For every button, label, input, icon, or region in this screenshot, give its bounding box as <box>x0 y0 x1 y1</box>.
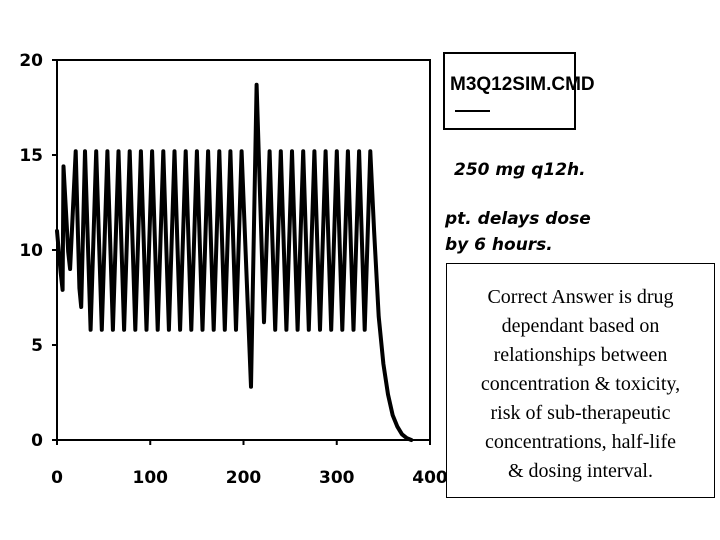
data-point <box>185 150 187 152</box>
data-point <box>62 289 64 291</box>
data-point <box>106 150 108 152</box>
data-point <box>325 150 327 152</box>
data-point <box>151 150 153 152</box>
data-point <box>358 150 360 152</box>
data-point <box>129 150 131 152</box>
file-label: M3Q12SIM.CMD <box>450 74 595 95</box>
data-point <box>75 150 77 152</box>
data-point <box>364 329 366 331</box>
data-point <box>123 329 125 331</box>
data-point <box>179 329 181 331</box>
data-point <box>80 306 82 308</box>
answer-box: Correct Answer is drug dependant based o… <box>446 263 715 498</box>
y-tick-label: 20 <box>19 51 43 71</box>
data-point <box>387 393 389 395</box>
data-point <box>162 150 164 152</box>
data-point <box>347 150 349 152</box>
x-tick-label: 200 <box>226 468 262 488</box>
dose-annotation: 250 mg q12h. <box>454 160 586 180</box>
data-point <box>69 268 71 270</box>
data-point <box>410 439 412 441</box>
data-point <box>302 150 304 152</box>
answer-line: Correct Answer is drug <box>487 286 674 308</box>
y-axis-ticks: 0 5 10 15 20 <box>19 51 57 451</box>
data-point <box>168 329 170 331</box>
data-point <box>67 251 69 253</box>
data-point <box>369 150 371 152</box>
data-point <box>173 150 175 152</box>
answer-line: concentrations, half-life <box>484 431 677 453</box>
data-point <box>118 150 120 152</box>
data-point <box>396 426 398 428</box>
x-tick-label: 400 <box>412 468 448 488</box>
data-point <box>112 329 114 331</box>
data-point <box>213 329 215 331</box>
delay-annotation-line2: by 6 hours. <box>445 235 553 255</box>
data-point <box>224 329 226 331</box>
data-point <box>285 329 287 331</box>
x-axis-ticks: 0 100 200 300 400 <box>51 440 448 488</box>
data-point <box>297 329 299 331</box>
data-point <box>263 321 265 323</box>
data-point <box>146 329 148 331</box>
data-point <box>280 150 282 152</box>
data-point <box>256 84 258 86</box>
data-point <box>341 329 343 331</box>
answer-line: dependant based on <box>501 315 660 337</box>
data-point <box>406 437 408 439</box>
data-point <box>90 329 92 331</box>
data-point <box>140 150 142 152</box>
data-point <box>353 329 355 331</box>
data-point <box>330 329 332 331</box>
answer-line: & dosing interval. <box>508 460 653 482</box>
y-tick-label: 15 <box>19 146 43 166</box>
y-tick-label: 0 <box>31 431 43 451</box>
data-point <box>196 150 198 152</box>
x-tick-label: 100 <box>133 468 169 488</box>
data-point <box>235 329 237 331</box>
data-point <box>78 287 80 289</box>
answer-line: concentration & toxicity, <box>480 373 681 395</box>
data-point <box>250 386 252 388</box>
series-line-concentration <box>55 82 414 442</box>
data-point <box>241 150 243 152</box>
y-tick-label: 5 <box>31 336 43 356</box>
data-point <box>308 329 310 331</box>
data-point <box>378 316 380 317</box>
data-point <box>392 414 394 416</box>
data-point <box>63 165 65 167</box>
data-point <box>60 272 62 274</box>
data-point <box>56 230 58 232</box>
data-point <box>382 363 384 365</box>
data-point <box>157 329 159 331</box>
data-point <box>201 329 203 331</box>
x-tick-label: 300 <box>319 468 355 488</box>
data-point <box>229 150 231 152</box>
data-point <box>134 329 136 331</box>
data-point <box>269 150 271 152</box>
delay-annotation-line1: pt. delays dose <box>444 209 591 229</box>
data-point <box>319 329 321 331</box>
data-point <box>336 150 338 152</box>
x-tick-label: 0 <box>51 468 63 488</box>
data-point <box>84 150 86 152</box>
answer-line: risk of sub-therapeutic <box>490 402 671 424</box>
data-point <box>190 329 192 331</box>
data-point <box>101 329 103 331</box>
data-point <box>373 230 375 232</box>
data-point <box>274 329 276 331</box>
data-point <box>218 150 220 152</box>
series-points <box>56 84 412 441</box>
y-tick-label: 10 <box>19 241 43 261</box>
data-point <box>401 433 403 435</box>
data-point <box>291 150 293 152</box>
answer-line: relationships between <box>493 344 668 366</box>
data-point <box>313 150 315 152</box>
data-point <box>95 150 97 152</box>
data-point <box>207 150 209 152</box>
file-label-box: M3Q12SIM.CMD <box>443 52 595 130</box>
